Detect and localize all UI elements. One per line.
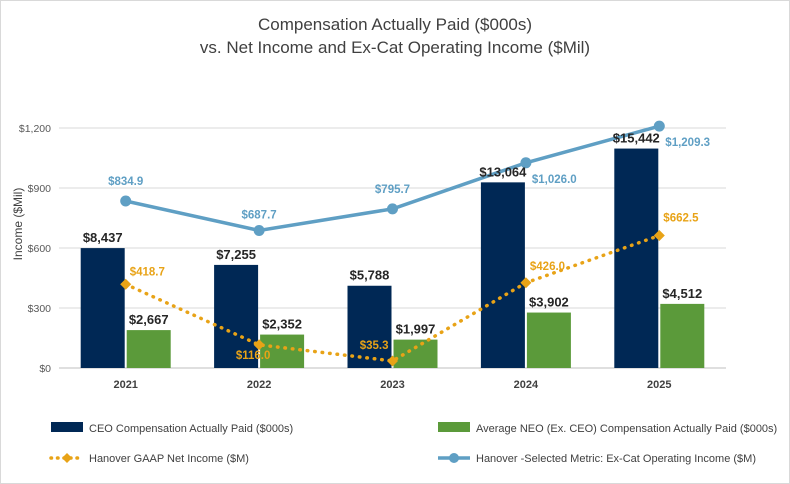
net-income-label: $418.7 <box>130 266 165 278</box>
neo-bar <box>660 303 705 368</box>
y-axis-label: Income ($Mil) <box>11 188 25 261</box>
bars <box>80 148 705 368</box>
legend-label: Hanover -Selected Metric: Ex-Cat Operati… <box>476 453 756 465</box>
legend-marker <box>449 453 459 463</box>
ceo-bar-label: $13,064 <box>479 164 527 179</box>
legend: CEO Compensation Actually Paid ($000s) Av… <box>49 422 777 465</box>
operating-income-line <box>123 124 662 233</box>
ceo-bar <box>80 248 125 368</box>
legend-label: Average NEO (Ex. CEO) Compensation Actua… <box>476 423 777 435</box>
operating-income-label: $1,026.0 <box>532 174 577 186</box>
operating-income-label: $1,209.3 <box>665 137 710 149</box>
neo-bar-label: $3,902 <box>529 295 569 310</box>
net-income-marker <box>653 230 665 241</box>
operating-income-marker <box>387 203 398 215</box>
neo-bar-label: $2,352 <box>262 317 302 332</box>
legend-marker <box>62 453 72 463</box>
ceo-bar-label: $8,437 <box>83 230 123 245</box>
chart-title-line-2: vs. Net Income and Ex-Cat Operating Inco… <box>200 38 590 57</box>
chart-title-line-1: Compensation Actually Paid ($000s) <box>258 15 532 34</box>
ceo-bar-label: $5,788 <box>350 268 390 283</box>
net-income-line <box>123 233 662 363</box>
neo-bar <box>393 339 438 368</box>
operating-income-label: $795.7 <box>375 184 410 196</box>
ceo-bar <box>480 182 525 368</box>
legend-swatch <box>438 422 470 432</box>
operating-income-marker <box>653 120 665 132</box>
operating-income-marker <box>520 157 532 169</box>
neo-bar <box>526 312 571 368</box>
operating-income-marker <box>253 224 265 236</box>
ceo-bar <box>214 264 259 368</box>
y-tick-label: $900 <box>28 183 52 195</box>
net-income-label: $116.0 <box>236 350 271 362</box>
legend-swatch <box>51 422 83 432</box>
operating-income-label: $834.9 <box>108 176 143 188</box>
net-income-label: $35.3 <box>360 340 389 352</box>
neo-bar <box>126 330 171 368</box>
net-income-label: $662.5 <box>663 213 699 225</box>
neo-bar-label: $1,997 <box>396 322 436 337</box>
lines <box>120 120 665 367</box>
net-income-marker <box>387 355 398 367</box>
x-tick-label: 2022 <box>247 379 271 391</box>
neo-bar-label: $4,512 <box>662 286 702 301</box>
x-tick-label: 2024 <box>514 379 539 391</box>
y-tick-label: $1,200 <box>19 123 51 135</box>
net-income-marker <box>253 339 265 351</box>
y-tick-label: $0 <box>39 363 51 375</box>
x-tick-label: 2021 <box>113 379 137 391</box>
ceo-bar-label: $15,442 <box>613 131 660 146</box>
legend-label: CEO Compensation Actually Paid ($000s) <box>89 423 293 435</box>
x-tick-label: 2023 <box>380 379 404 391</box>
x-tick-label: 2025 <box>647 379 671 391</box>
net-income-marker <box>120 278 132 290</box>
neo-bar <box>260 334 305 368</box>
y-tick-label: $300 <box>28 303 52 315</box>
ceo-bar-label: $7,255 <box>216 247 256 262</box>
net-income-marker <box>520 277 532 289</box>
net-income-label: $426.0 <box>530 261 565 273</box>
ceo-bar <box>614 148 659 368</box>
data-labels: $8,437 $7,255 $5,788 $13,064 $15,442 $2,667 $2… <box>83 131 710 362</box>
neo-bar-label: $2,667 <box>129 312 169 327</box>
operating-income-label: $687.7 <box>242 209 277 221</box>
y-tick-label: $600 <box>28 243 52 255</box>
ceo-bar <box>347 285 392 368</box>
legend-label: Hanover GAAP Net Income ($M) <box>89 453 249 465</box>
operating-income-marker <box>120 195 132 207</box>
